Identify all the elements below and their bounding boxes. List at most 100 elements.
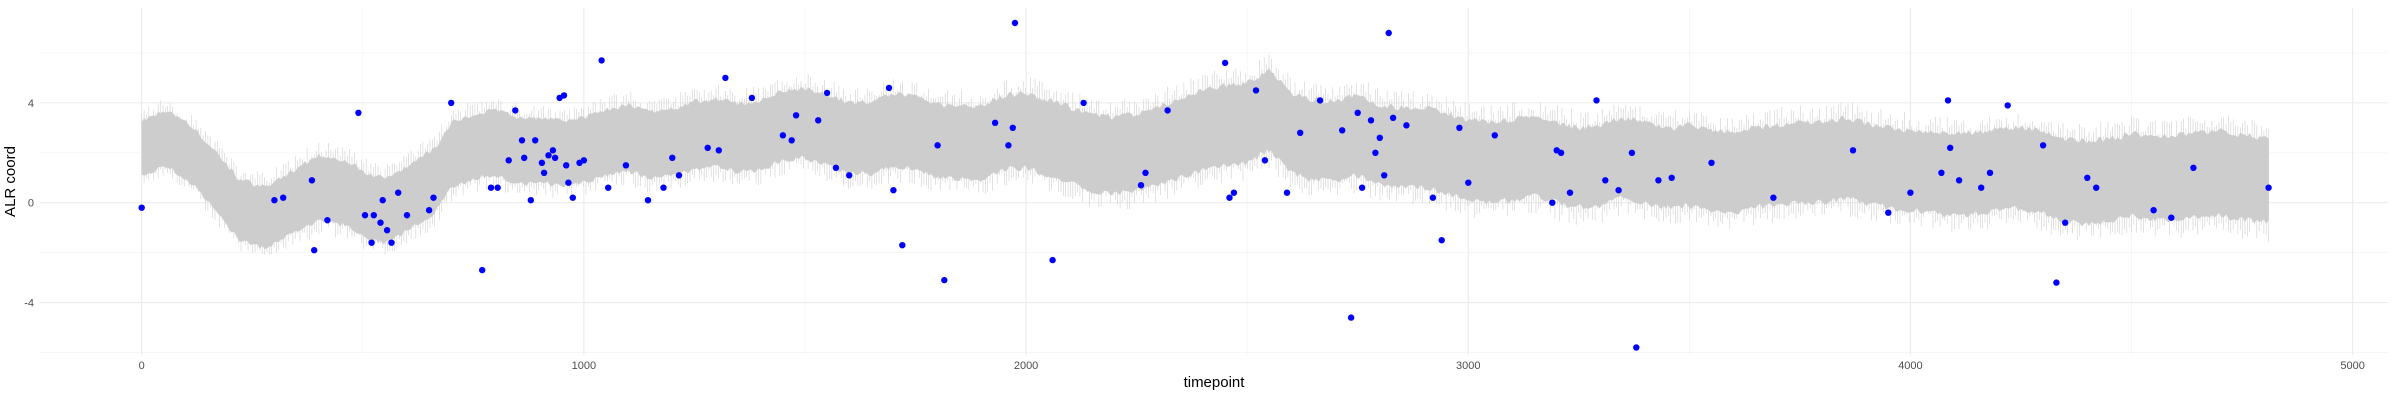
data-point xyxy=(788,137,795,144)
data-point xyxy=(1009,124,1016,131)
data-point xyxy=(722,74,729,82)
data-point xyxy=(1283,189,1291,196)
data-point xyxy=(715,147,722,154)
data-point xyxy=(1261,157,1269,164)
data-point xyxy=(448,99,455,107)
data-point xyxy=(1221,59,1229,67)
data-point xyxy=(1566,189,1574,196)
data-point xyxy=(2150,207,2157,214)
data-point xyxy=(395,189,402,196)
data-point xyxy=(361,212,369,219)
data-point xyxy=(2093,184,2100,191)
data-point xyxy=(355,109,362,117)
data-point xyxy=(598,57,605,64)
data-point xyxy=(1376,134,1384,141)
data-point xyxy=(1005,142,1012,149)
data-point xyxy=(549,147,557,154)
data-point xyxy=(1593,97,1600,104)
data-point xyxy=(660,184,667,191)
data-point xyxy=(605,184,612,191)
data-point xyxy=(792,112,800,119)
data-point xyxy=(2265,184,2272,191)
data-point xyxy=(311,247,318,254)
x-tick-label: 2000 xyxy=(1014,360,1038,372)
data-point xyxy=(1668,174,1675,181)
data-point xyxy=(532,137,539,144)
data-point xyxy=(1080,99,1087,107)
data-point xyxy=(368,239,375,246)
y-tick-label: 4 xyxy=(28,98,34,110)
data-point xyxy=(779,132,787,139)
band-core xyxy=(141,68,2269,250)
data-point xyxy=(748,94,756,102)
x-axis-title: timepoint xyxy=(1184,374,1246,391)
data-point xyxy=(1347,314,1355,321)
data-point xyxy=(941,276,948,284)
data-point xyxy=(1947,144,1954,151)
data-point xyxy=(271,197,278,204)
data-point xyxy=(1628,149,1636,156)
data-point xyxy=(622,162,630,169)
data-point xyxy=(425,207,433,214)
data-point xyxy=(2168,214,2175,221)
data-point xyxy=(370,212,377,219)
data-point xyxy=(1381,172,1388,179)
data-point xyxy=(2190,164,2197,171)
data-point xyxy=(704,144,711,151)
data-point xyxy=(1938,169,1945,176)
data-point xyxy=(2084,174,2091,181)
data-point xyxy=(1367,117,1375,124)
data-point xyxy=(899,242,906,249)
data-point xyxy=(1226,194,1233,201)
data-point xyxy=(669,154,676,161)
data-point xyxy=(560,92,568,99)
data-point xyxy=(675,172,683,179)
data-point xyxy=(2039,142,2047,149)
data-point xyxy=(280,194,287,201)
data-point xyxy=(1137,182,1145,189)
data-point xyxy=(1885,209,1892,216)
data-point xyxy=(1633,344,1640,351)
data-point xyxy=(383,227,391,234)
data-point xyxy=(487,184,495,191)
data-point xyxy=(1986,169,1994,176)
data-point xyxy=(1465,179,1472,186)
observed-points xyxy=(138,19,2272,351)
data-point xyxy=(1389,114,1397,122)
data-point xyxy=(1429,194,1437,201)
data-point xyxy=(1955,177,1963,184)
data-point xyxy=(308,177,316,184)
data-point xyxy=(815,117,822,124)
data-point xyxy=(2004,102,2011,109)
data-point xyxy=(885,84,893,92)
data-point xyxy=(1358,184,1366,191)
data-point xyxy=(823,89,831,97)
data-point xyxy=(540,169,548,176)
data-point xyxy=(1142,169,1149,176)
data-point xyxy=(1944,97,1952,104)
data-point xyxy=(569,194,576,201)
y-tick-label: 0 xyxy=(28,198,34,210)
data-point xyxy=(505,157,512,164)
data-point xyxy=(1549,199,1556,206)
data-point xyxy=(479,266,486,274)
data-point xyxy=(2053,279,2060,286)
data-point xyxy=(1491,132,1499,139)
data-point xyxy=(565,179,572,186)
data-point xyxy=(1372,149,1379,156)
data-point xyxy=(1252,87,1260,94)
y-tick-label: -4 xyxy=(24,298,34,310)
x-tick-label: 0 xyxy=(139,360,145,372)
data-point xyxy=(1354,109,1361,117)
data-point xyxy=(580,157,588,164)
data-point xyxy=(2062,219,2069,226)
data-point xyxy=(430,194,437,201)
data-point xyxy=(991,119,999,127)
data-point xyxy=(563,162,570,169)
data-point xyxy=(846,172,853,179)
x-tick-label: 1000 xyxy=(572,360,596,372)
data-point xyxy=(527,197,534,204)
data-point xyxy=(644,197,652,204)
data-point xyxy=(1403,122,1410,129)
data-point xyxy=(377,219,384,226)
